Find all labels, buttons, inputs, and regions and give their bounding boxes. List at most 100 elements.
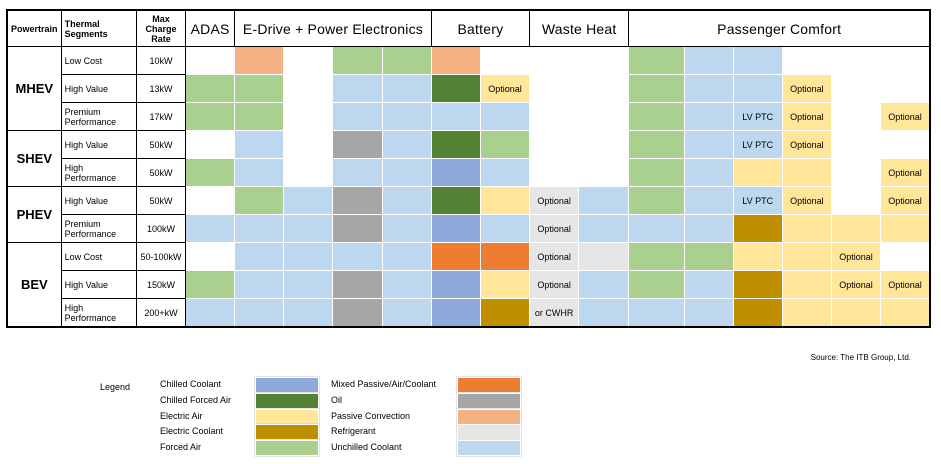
table-row: High Value 13kW Optional Optional (7, 74, 931, 103)
table-row: High Performance 200+kW or CWHR (7, 298, 931, 328)
matrix-cell (283, 74, 334, 103)
matrix-cell (332, 46, 383, 75)
matrix-cell (628, 214, 685, 243)
matrix-cell (332, 130, 383, 159)
legend-swatch (457, 424, 521, 441)
matrix-cell (479, 242, 531, 271)
powertrain-label: MHEV (6, 46, 62, 131)
matrix-cell (830, 298, 882, 328)
segment-label: Low Cost (60, 46, 137, 75)
matrix-cell: Optional (529, 214, 580, 243)
matrix-cell: Optional (880, 270, 931, 299)
matrix-cell (830, 186, 882, 215)
matrix-cell (830, 214, 882, 243)
matrix-cell (683, 214, 734, 243)
matrix-body: MHEV Low Cost 10kW High Value 13kW Optional Op… (6, 46, 931, 328)
charge-rate: 100kW (135, 214, 187, 243)
matrix-cell (732, 74, 783, 103)
table-row: Premium Performance 100kW Optional (7, 214, 931, 243)
matrix-cell (381, 46, 432, 75)
matrix-cell (479, 214, 531, 243)
legend-swatch (457, 408, 521, 425)
matrix-cell: LV PTC (732, 186, 783, 215)
matrix-cell (683, 102, 734, 131)
matrix-cell (332, 186, 383, 215)
matrix-cell (185, 46, 236, 75)
charge-rate: 13kW (135, 74, 187, 103)
matrix-cell (578, 46, 630, 75)
matrix-cell (732, 270, 783, 299)
matrix-cell (430, 130, 481, 159)
legend-label: Electric Coolant (160, 426, 224, 437)
matrix-cell (332, 214, 383, 243)
matrix-cell (529, 74, 580, 103)
legend-item: Passive Convection (331, 408, 521, 425)
matrix-cell (185, 270, 236, 299)
matrix-cell (628, 186, 685, 215)
matrix-cell (234, 158, 285, 187)
legend-swatch (255, 377, 319, 393)
legend-item: Refrigerant (331, 424, 521, 441)
matrix-cell (185, 242, 236, 271)
matrix-cell (578, 130, 630, 159)
header-thermal-segments: Thermal Segments (60, 9, 137, 47)
matrix-cell: Optional (880, 186, 931, 215)
matrix-cell (830, 46, 882, 75)
matrix-cell (185, 102, 236, 131)
matrix-cell (628, 270, 685, 299)
matrix-cell (283, 46, 334, 75)
matrix-cell (283, 130, 334, 159)
legend-swatch (255, 408, 319, 425)
matrix-cell (430, 158, 481, 187)
matrix-cell (381, 74, 432, 103)
charge-rate: 200+kW (135, 298, 187, 328)
segment-label: High Value (60, 186, 137, 215)
legend-swatch (457, 392, 521, 409)
matrix-cell (578, 214, 630, 243)
matrix-cell (332, 242, 383, 271)
matrix-cell: Optional (479, 74, 531, 103)
legend-label: Oil (331, 394, 342, 405)
header-edrive: E-Drive + Power Electronics (234, 9, 432, 47)
matrix-cell (732, 298, 783, 328)
matrix-cell (185, 186, 236, 215)
powertrain-label: SHEV (6, 130, 62, 187)
segment-label: High Value (60, 130, 137, 159)
matrix-cell (185, 214, 236, 243)
header-powertrain: Powertrain (6, 9, 62, 47)
matrix-cell (283, 298, 334, 328)
legend-item: Chilled Forced Air (160, 392, 320, 409)
matrix-cell (683, 186, 734, 215)
matrix-cell: LV PTC (732, 130, 783, 159)
matrix-cell (578, 298, 630, 328)
matrix-cell (332, 298, 383, 328)
matrix-cell (732, 158, 783, 187)
charge-rate: 17kW (135, 102, 187, 131)
powertrain-label: PHEV (6, 186, 62, 243)
matrix-cell (578, 102, 630, 131)
powertrain-label: BEV (6, 242, 62, 328)
matrix-cell (732, 242, 783, 271)
legend-label: Chilled Coolant (160, 379, 222, 389)
matrix-cell (628, 298, 685, 328)
matrix-cell (332, 158, 383, 187)
legend-item: Electric Coolant (160, 424, 320, 441)
legend-label: Chilled Forced Air (160, 394, 232, 405)
matrix-cell (381, 242, 432, 271)
legend-label: Electric Air (160, 410, 203, 421)
source-note: Source: The ITB Group, Ltd. (810, 353, 911, 362)
matrix-cell (781, 298, 832, 328)
segment-label: Premium Performance (60, 102, 137, 131)
matrix-cell (381, 158, 432, 187)
matrix-cell (479, 102, 531, 131)
matrix-cell (880, 74, 931, 103)
legend-label: Mixed Passive/Air/Coolant (331, 379, 437, 389)
matrix-cell (683, 46, 734, 75)
matrix-cell (185, 74, 236, 103)
matrix-cell (430, 270, 481, 299)
matrix-cell: LV PTC (732, 102, 783, 131)
matrix-cell: Optional (529, 242, 580, 271)
matrix-cell (880, 130, 931, 159)
charge-rate: 150kW (135, 270, 187, 299)
legend-label: Unchilled Coolant (331, 442, 402, 453)
